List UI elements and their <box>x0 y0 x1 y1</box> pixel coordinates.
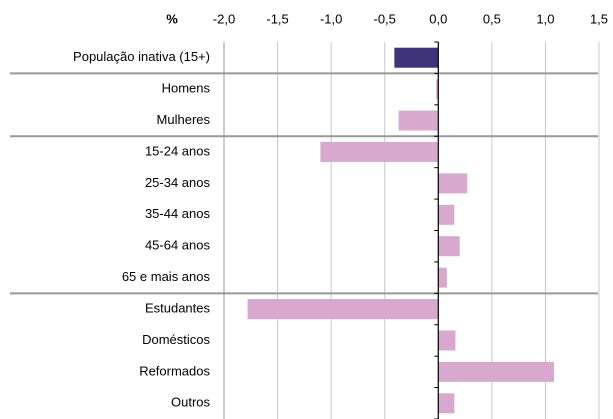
bar <box>438 267 447 288</box>
y-tick-label: Reformados <box>139 363 210 378</box>
x-tick-label: -1,0 <box>320 11 342 26</box>
bar <box>436 79 439 100</box>
bar <box>438 236 460 257</box>
bar <box>247 299 439 320</box>
x-tick-label: 0,5 <box>483 11 501 26</box>
y-tick-label: Homens <box>162 81 211 96</box>
bar <box>320 141 439 162</box>
bar <box>438 330 456 351</box>
bar <box>394 47 439 68</box>
x-tick-label: 1,5 <box>590 11 608 26</box>
bar <box>438 173 468 194</box>
y-tick-label: 25-34 anos <box>145 175 211 190</box>
y-tick-label: 45-64 anos <box>145 238 211 253</box>
bar <box>438 393 455 414</box>
x-axis-label: % <box>166 11 178 26</box>
x-tick-label: -2,0 <box>213 11 235 26</box>
bar <box>438 204 455 225</box>
bar <box>398 110 439 131</box>
y-tick-label: Mulheres <box>157 112 211 127</box>
y-tick-label: 65 e mais anos <box>122 269 211 284</box>
y-tick-label: Estudantes <box>145 300 211 315</box>
y-tick-label: 15-24 anos <box>145 143 211 158</box>
bar <box>438 361 554 382</box>
x-tick-label: 1,0 <box>536 11 554 26</box>
y-tick-label: População inativa (15+) <box>73 49 210 64</box>
x-tick-label: -1,5 <box>266 11 288 26</box>
y-tick-label: 35-44 anos <box>145 206 211 221</box>
y-tick-label: Domésticos <box>142 332 210 347</box>
x-tick-label: 0,0 <box>429 11 447 26</box>
y-tick-label: Outros <box>171 395 211 410</box>
x-tick-label: -0,5 <box>374 11 396 26</box>
